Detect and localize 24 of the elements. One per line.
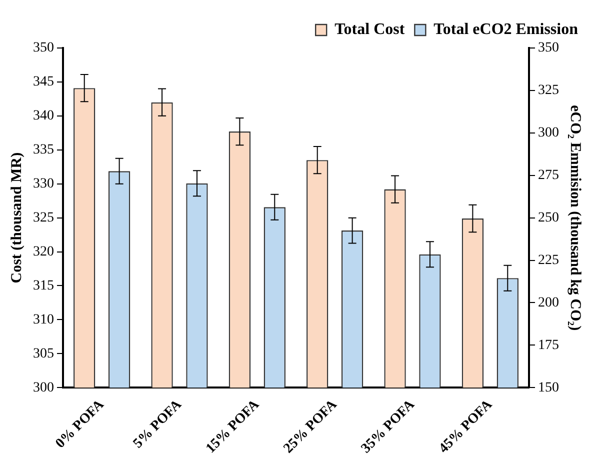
- y-tick-label: 305: [33, 346, 54, 362]
- y-tick-label: 300: [33, 380, 54, 396]
- y-tick-label: 320: [33, 244, 54, 260]
- y-tick-label: 330: [33, 176, 54, 192]
- y-tick-label: 335: [33, 142, 54, 158]
- legend-label: Total Cost: [334, 21, 406, 38]
- y-tick-label: 325: [33, 210, 54, 226]
- y2-tick-label: 225: [538, 252, 559, 268]
- y2-tick-label: 150: [538, 380, 559, 396]
- y2-tick-label: 175: [538, 338, 559, 353]
- y-tick-label: 345: [33, 74, 54, 90]
- y2-tick-label: 250: [538, 210, 559, 226]
- y-axis-title: Cost (thousand MR): [8, 152, 25, 284]
- legend-label: Total eCO2 Emission: [434, 21, 578, 38]
- y-tick-label: 340: [33, 108, 54, 124]
- y-tick-label: 315: [33, 278, 54, 294]
- y2-tick-label: 325: [538, 83, 559, 98]
- y-tick-label: 310: [33, 312, 54, 328]
- y2-tick-label: 350: [538, 40, 559, 56]
- y2-axis-title: eCO₂ Emmision (thousand kg CO₂): [567, 104, 584, 331]
- y2-tick-label: 275: [538, 168, 559, 184]
- y-tick-label: 350: [33, 40, 54, 56]
- y2-tick-label: 300: [538, 126, 559, 141]
- y2-tick-label: 200: [538, 295, 559, 310]
